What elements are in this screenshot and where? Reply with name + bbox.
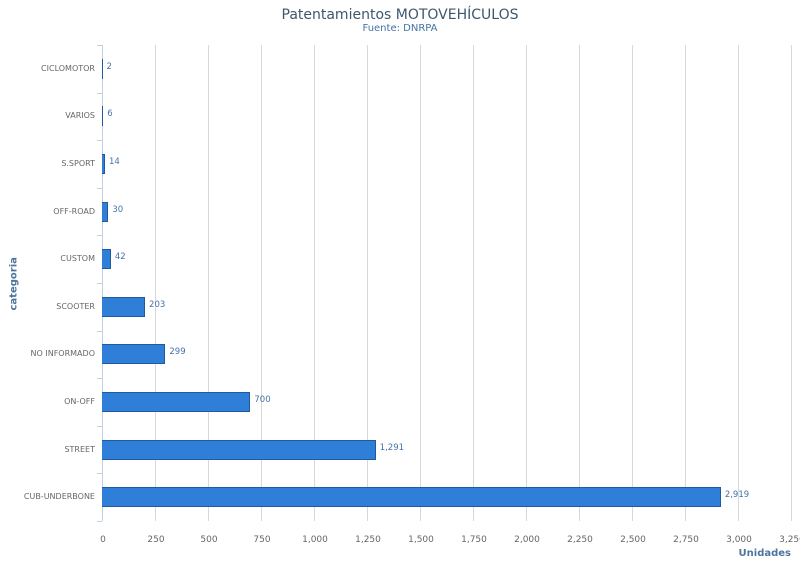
- data-label: 700: [254, 395, 271, 405]
- y-tick: [97, 283, 102, 284]
- gridline: [526, 45, 527, 521]
- x-tick-label: 750: [253, 535, 271, 545]
- category-label: STREET: [64, 444, 95, 454]
- gridline: [632, 45, 633, 521]
- bar[interactable]: [102, 154, 105, 174]
- x-tick-label: 2,750: [673, 535, 699, 545]
- bar[interactable]: [102, 249, 111, 270]
- gridline: [420, 45, 421, 521]
- plot-area: [102, 45, 792, 521]
- chart-title: Patentamientos MOTOVEHÍCULOS: [281, 7, 519, 23]
- x-tick-label: 1,750: [461, 535, 487, 545]
- category-label: VARIOS: [65, 111, 95, 121]
- y-axis-title: categoria: [8, 257, 20, 311]
- gridline: [208, 45, 209, 521]
- gridline: [367, 45, 368, 521]
- data-label: 299: [169, 347, 186, 358]
- gridline: [738, 45, 739, 521]
- y-tick: [97, 473, 102, 475]
- y-axis-line: [102, 45, 103, 521]
- data-label: 6: [107, 109, 113, 120]
- chart-subtitle: Fuente: DNRPA: [362, 23, 438, 34]
- bar[interactable]: [102, 106, 104, 127]
- category-label: CUB-UNDERBONE: [23, 492, 95, 502]
- data-label: 1,291: [379, 442, 405, 453]
- x-tick-label: 1,500: [408, 535, 434, 545]
- x-tick-label: 2,500: [620, 535, 646, 545]
- x-tick-label: 1,000: [302, 535, 328, 545]
- y-tick: [97, 92, 102, 94]
- bar[interactable]: [102, 58, 103, 79]
- category-label: CUSTOM: [60, 254, 95, 264]
- x-tick-label: 250: [147, 535, 165, 545]
- bar[interactable]: [102, 487, 721, 508]
- y-tick: [97, 235, 102, 237]
- data-label: 30: [112, 204, 124, 215]
- data-label: 2,919: [724, 490, 750, 501]
- y-tick: [97, 45, 102, 46]
- gridline: [261, 45, 262, 521]
- x-tick-label: 3,000: [726, 535, 752, 545]
- bar[interactable]: [102, 439, 376, 460]
- y-tick: [97, 187, 102, 189]
- category-label: ON-OFF: [64, 397, 95, 406]
- bar[interactable]: [102, 392, 251, 412]
- x-axis-title: Unidades: [738, 548, 791, 559]
- y-tick: [97, 425, 102, 427]
- category-label: NO INFORMADO: [30, 349, 95, 359]
- data-label: 2: [106, 61, 112, 72]
- category-label: S.SPORT: [61, 159, 95, 168]
- bar[interactable]: [102, 296, 146, 317]
- category-label: OFF-ROAD: [53, 206, 95, 216]
- y-tick: [97, 330, 102, 332]
- x-tick-label: 2,250: [567, 535, 593, 545]
- gridline: [473, 45, 474, 521]
- y-tick: [97, 140, 102, 142]
- gridline: [685, 45, 686, 521]
- gridline: [155, 45, 156, 521]
- x-tick-label: 3,250: [779, 535, 800, 545]
- bar[interactable]: [102, 344, 166, 365]
- x-tick-label: 500: [200, 535, 218, 545]
- x-tick-label: 2,000: [514, 535, 540, 545]
- bar[interactable]: [102, 201, 109, 222]
- category-label: SCOOTER: [56, 301, 95, 311]
- data-label: 203: [149, 299, 166, 310]
- y-tick: [97, 521, 102, 522]
- category-label: CICLOMOTOR: [41, 63, 95, 73]
- data-label: 42: [114, 252, 126, 263]
- gridline: [579, 45, 580, 521]
- x-tick-label: 1,250: [355, 535, 381, 545]
- x-tick-label: 0: [100, 535, 106, 545]
- data-label: 14: [108, 157, 120, 167]
- gridline: [791, 45, 792, 521]
- y-tick: [97, 378, 102, 380]
- gridline: [314, 45, 315, 521]
